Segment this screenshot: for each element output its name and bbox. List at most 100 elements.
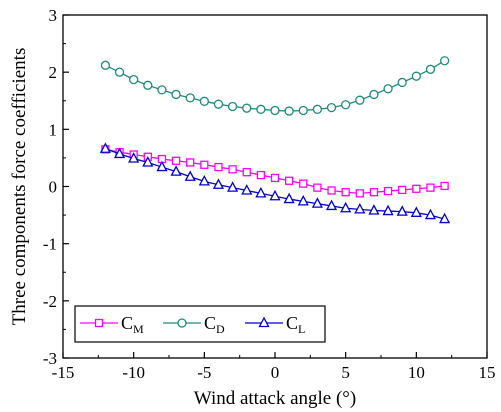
series-cd-point [199, 96, 209, 106]
series-cm-point [256, 170, 266, 180]
series-cd-point [143, 80, 153, 90]
y-tick-label: 0 [49, 178, 58, 197]
series-cl-point [156, 160, 168, 172]
series-cl-point [311, 197, 323, 208]
series-cl-point [297, 194, 309, 206]
series-cd-point [312, 104, 323, 114]
y-tick-label: 3 [49, 6, 58, 25]
series-cl-point [255, 186, 267, 198]
x-tick-label: -15 [52, 363, 75, 382]
series-cm-point [200, 160, 209, 169]
y-tick-label: -3 [43, 349, 57, 368]
series-cd-line [105, 60, 445, 112]
series-cl-point [170, 165, 182, 176]
series-cl-point [142, 156, 154, 167]
series-cm-line [105, 148, 445, 195]
series-cm-point [440, 181, 449, 191]
legend-label-main: C [121, 313, 133, 333]
legend-label-main: C [204, 313, 216, 333]
series-cd-point [213, 99, 224, 109]
series-cm-point [341, 188, 350, 197]
series-cd-point [341, 100, 351, 110]
series-cm-point [284, 176, 294, 185]
y-tick-label: 1 [49, 120, 58, 139]
series-cl-point [283, 192, 295, 204]
legend-label-cl: CL [286, 313, 305, 336]
legend-box [74, 305, 326, 343]
series-cd-point [326, 102, 337, 113]
series-cd-point [256, 104, 266, 114]
series-cd-point [425, 64, 436, 74]
legend-label-cm: CM [121, 313, 144, 336]
series-cd-point [411, 71, 421, 81]
series-cl-point [212, 178, 225, 189]
series-cm [101, 145, 449, 198]
legend: CM CD CL [74, 305, 326, 343]
series-cd [100, 56, 450, 116]
series-cl-point [354, 202, 366, 214]
x-tick-label: 10 [408, 363, 425, 382]
series-cl-point [184, 170, 196, 181]
series-cd-point [369, 89, 379, 100]
series-cd-point [227, 101, 238, 112]
series-cm-point [171, 156, 181, 165]
series-cd-point [270, 105, 280, 116]
x-tick-label: -5 [197, 363, 211, 382]
series-cl [99, 142, 451, 224]
series-cl-point [368, 204, 380, 215]
legend-label-subscript: L [298, 322, 305, 336]
x-tick-label: 0 [271, 363, 280, 382]
series-cm-point [369, 188, 379, 197]
series-cm-point [313, 183, 322, 192]
series-cm-point [186, 158, 195, 167]
series-cd-point [242, 103, 252, 113]
legend-label-cd: CD [204, 313, 225, 336]
series-cm-point [327, 186, 336, 195]
series-cd-point [157, 85, 167, 95]
series-cl-point [396, 205, 408, 216]
series-cd-point [439, 56, 450, 66]
series-cd-point [129, 74, 139, 85]
series-cl-point [382, 204, 394, 216]
series-cm-point [299, 179, 308, 188]
series-layer [99, 56, 451, 224]
series-cm-point [355, 189, 364, 198]
series-cl-point [325, 199, 338, 211]
series-cl-point [128, 152, 140, 163]
series-cm-point [383, 186, 393, 196]
series-cd-point [185, 93, 195, 103]
series-cl-point [198, 174, 210, 186]
legend-marker-cl [258, 316, 270, 328]
x-axis-title: Wind attack angle (°) [194, 388, 356, 409]
series-cl-point [241, 184, 253, 195]
series-cm-point [242, 168, 251, 177]
legend-label-subscript: M [133, 322, 144, 336]
y-tick-label: -2 [43, 292, 57, 311]
x-tick-label: -10 [122, 363, 145, 382]
x-tick-label: 15 [479, 363, 496, 382]
series-cd-point [284, 106, 294, 116]
y-tick-label: 2 [49, 63, 58, 82]
series-cd-point [397, 77, 407, 88]
series-cd-point [171, 89, 181, 100]
series-cd-point [383, 84, 393, 94]
series-cl-line [105, 148, 445, 220]
series-cm-point [426, 183, 435, 192]
series-cl-point [227, 181, 239, 192]
x-tick-label: 5 [341, 363, 350, 382]
series-cm-point [214, 162, 223, 172]
series-cl-point [424, 208, 437, 220]
series-cl-point [113, 147, 126, 159]
series-cm-point [270, 173, 280, 183]
legend-label-subscript: D [216, 322, 225, 336]
series-cl-point [439, 212, 451, 224]
y-axis-title: Three components force coefficients [9, 48, 30, 326]
series-cd-point [298, 105, 308, 116]
series-cd-point [100, 60, 111, 70]
series-cm-point [228, 165, 237, 174]
legend-label-main: C [286, 313, 298, 333]
series-cd-point [355, 95, 365, 105]
series-cl-point [99, 142, 111, 153]
